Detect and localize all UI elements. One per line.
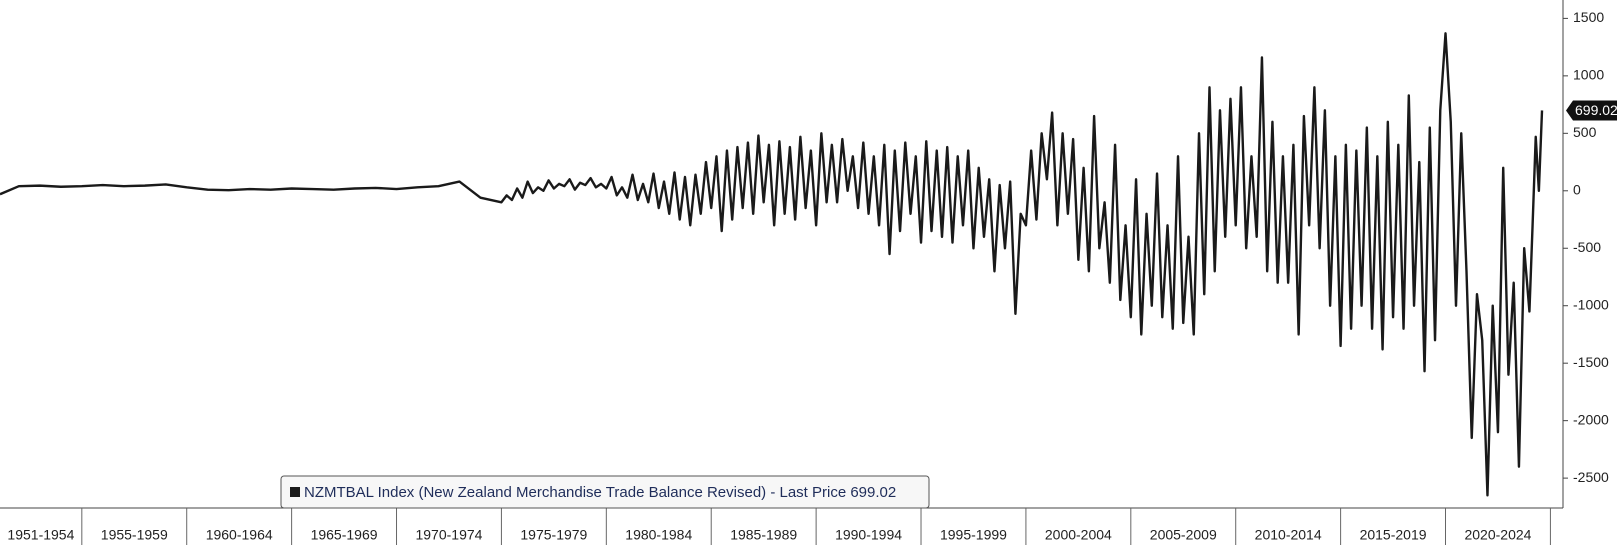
last-value-tag	[1566, 100, 1617, 121]
y-tick-label: -500	[1573, 239, 1601, 255]
x-band-label: 2010-2014	[1255, 527, 1322, 543]
x-band-label: 1990-1994	[835, 527, 902, 543]
data-line	[0, 32, 1544, 497]
x-band-label: 1960-1964	[206, 527, 273, 543]
x-band-label: 1995-1999	[940, 527, 1007, 543]
y-tick-label: 1000	[1573, 67, 1604, 83]
y-tick-label: 500	[1573, 124, 1597, 140]
last-value-label: 699.02	[1575, 102, 1617, 118]
legend-swatch	[290, 487, 300, 497]
y-tick-label: -2500	[1573, 469, 1609, 485]
legend-label: NZMTBAL Index (New Zealand Merchandise T…	[304, 484, 896, 501]
x-band-label: 2020-2024	[1464, 527, 1531, 543]
y-tick-label: 1500	[1573, 9, 1604, 25]
x-band-label: 1985-1989	[730, 527, 797, 543]
legend-box	[280, 475, 930, 509]
x-band-label: 1980-1984	[625, 527, 692, 543]
y-tick-label: -1000	[1573, 296, 1609, 312]
y-tick-label: 0	[1573, 181, 1581, 197]
x-band-label: 1965-1969	[311, 527, 378, 543]
x-band-label: 1970-1974	[415, 527, 482, 543]
x-band-label: 1951-1954	[7, 527, 74, 543]
x-band-label: 1975-1979	[520, 527, 587, 543]
y-tick-label: -1500	[1573, 354, 1609, 370]
x-band-label: 2005-2009	[1150, 527, 1217, 543]
x-band-label: 1955-1959	[101, 527, 168, 543]
y-tick-label: -2000	[1573, 411, 1609, 427]
x-band-label: 2000-2004	[1045, 527, 1112, 543]
legend: NZMTBAL Index (New Zealand Merchandise T…	[280, 475, 930, 509]
x-band-label: 2015-2019	[1360, 527, 1427, 543]
